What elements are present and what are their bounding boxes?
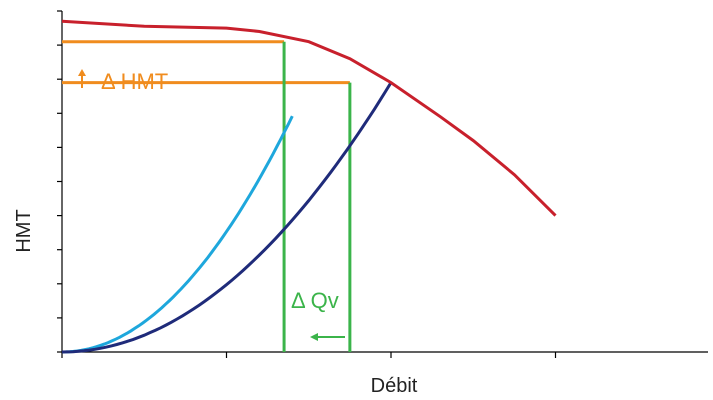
delta-hmt-label: Δ HMT [101,69,168,94]
up-arrow-head-icon [78,69,86,76]
delta-hmt-annotation: Δ HMT [78,69,168,94]
left-arrow-head-icon [310,333,318,341]
x-ticks [61,352,557,358]
y-ticks [57,10,62,353]
plot-area: Δ HMT Δ Qv Débit HMT [13,10,708,397]
system-curve-modified [61,115,294,354]
y-axis-title: HMT [13,209,35,252]
system-curve-initial [61,81,393,354]
pump-curve [61,19,557,217]
delta-qv-label: Δ Qv [291,288,339,313]
x-axis-title: Débit [371,375,418,397]
delta-qv-annotation: Δ Qv [291,288,345,341]
